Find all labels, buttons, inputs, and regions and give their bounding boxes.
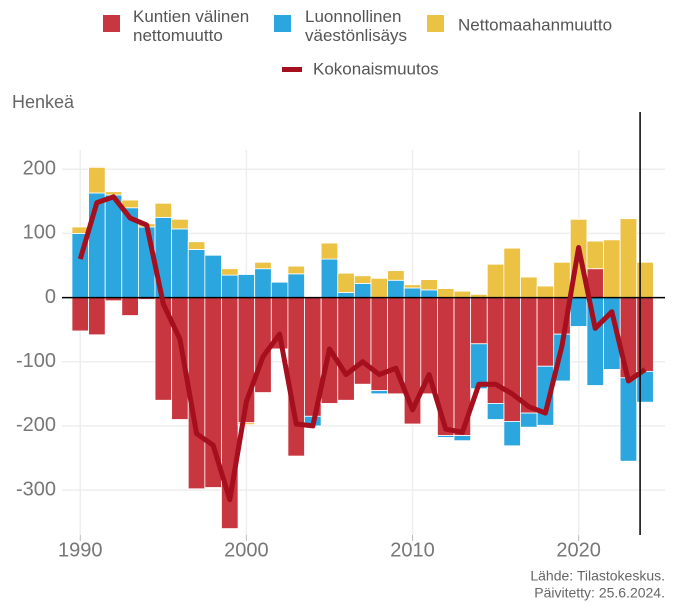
bar bbox=[121, 297, 139, 316]
y-tick-label: -100 bbox=[16, 350, 56, 372]
x-tick-label: 1990 bbox=[58, 539, 103, 561]
bar bbox=[520, 412, 538, 428]
bar bbox=[520, 297, 538, 414]
bar bbox=[387, 279, 405, 298]
legend-swatch bbox=[282, 67, 302, 72]
legend-label: Luonnollinen väestönlisäys bbox=[305, 7, 407, 45]
y-tick-label: -200 bbox=[16, 414, 56, 436]
bar bbox=[403, 284, 422, 289]
bar bbox=[353, 297, 372, 385]
x-tick-label: 2020 bbox=[556, 539, 601, 561]
y-tick-label: -300 bbox=[16, 478, 56, 500]
bar bbox=[536, 285, 555, 298]
legend-label: Kokonaismuutos bbox=[313, 59, 439, 78]
bar bbox=[636, 261, 654, 298]
bar bbox=[370, 277, 388, 298]
bar bbox=[154, 202, 173, 218]
bar bbox=[237, 274, 256, 298]
bar bbox=[486, 403, 505, 420]
bar bbox=[337, 272, 355, 293]
bar bbox=[553, 261, 571, 298]
bar bbox=[221, 268, 239, 276]
bar bbox=[503, 247, 521, 298]
bar bbox=[187, 249, 206, 298]
bar bbox=[437, 435, 455, 438]
source: Lähde: Tilastokeskus. bbox=[530, 568, 665, 584]
legend-label: Nettomaahanmuutto bbox=[458, 15, 612, 34]
bar bbox=[619, 377, 638, 462]
bar bbox=[503, 421, 521, 447]
bar bbox=[586, 240, 604, 270]
bar bbox=[603, 239, 621, 298]
bar bbox=[470, 297, 488, 345]
y-tick-label: 200 bbox=[23, 158, 56, 180]
bar bbox=[320, 242, 339, 260]
bar bbox=[536, 297, 555, 367]
bar bbox=[287, 265, 305, 275]
bar bbox=[370, 390, 388, 395]
updated: Päivitetty: 25.6.2024. bbox=[534, 585, 665, 601]
bar bbox=[486, 263, 505, 298]
bar bbox=[569, 297, 588, 327]
line bbox=[77, 194, 647, 503]
bar bbox=[254, 268, 272, 298]
legend-swatch bbox=[427, 15, 444, 32]
bar bbox=[270, 281, 289, 298]
bar bbox=[254, 261, 272, 270]
bar bbox=[337, 292, 355, 298]
y-axis-label: Henkeä bbox=[12, 92, 75, 112]
bar bbox=[403, 287, 422, 298]
bar bbox=[237, 422, 256, 426]
bar bbox=[636, 297, 654, 372]
bar bbox=[71, 297, 89, 332]
bar bbox=[503, 297, 521, 422]
bar bbox=[453, 435, 472, 442]
bar bbox=[104, 194, 123, 298]
bar bbox=[420, 279, 438, 291]
bar bbox=[520, 276, 538, 298]
x-tick-label: 2010 bbox=[390, 539, 435, 561]
bar bbox=[353, 283, 372, 298]
bar bbox=[387, 270, 405, 281]
bar bbox=[619, 218, 638, 298]
bar bbox=[437, 288, 455, 298]
bar bbox=[287, 297, 305, 457]
bar bbox=[320, 258, 339, 298]
x-tick-label: 2000 bbox=[224, 539, 269, 561]
bar bbox=[337, 297, 355, 401]
bar bbox=[171, 228, 189, 298]
bar bbox=[171, 218, 189, 230]
legend-swatch bbox=[103, 15, 120, 32]
bar bbox=[88, 166, 106, 194]
bar bbox=[88, 297, 106, 336]
legend-label: Kuntien välinen nettomuutto bbox=[133, 7, 249, 45]
legend-swatch bbox=[274, 15, 291, 32]
y-tick-label: 0 bbox=[45, 286, 56, 308]
bar bbox=[204, 254, 222, 298]
bar bbox=[453, 290, 472, 298]
bar bbox=[221, 274, 239, 298]
bar bbox=[420, 289, 438, 298]
bar bbox=[353, 275, 372, 284]
bar bbox=[287, 273, 305, 298]
y-tick-label: 100 bbox=[23, 222, 56, 244]
bar bbox=[187, 241, 206, 250]
